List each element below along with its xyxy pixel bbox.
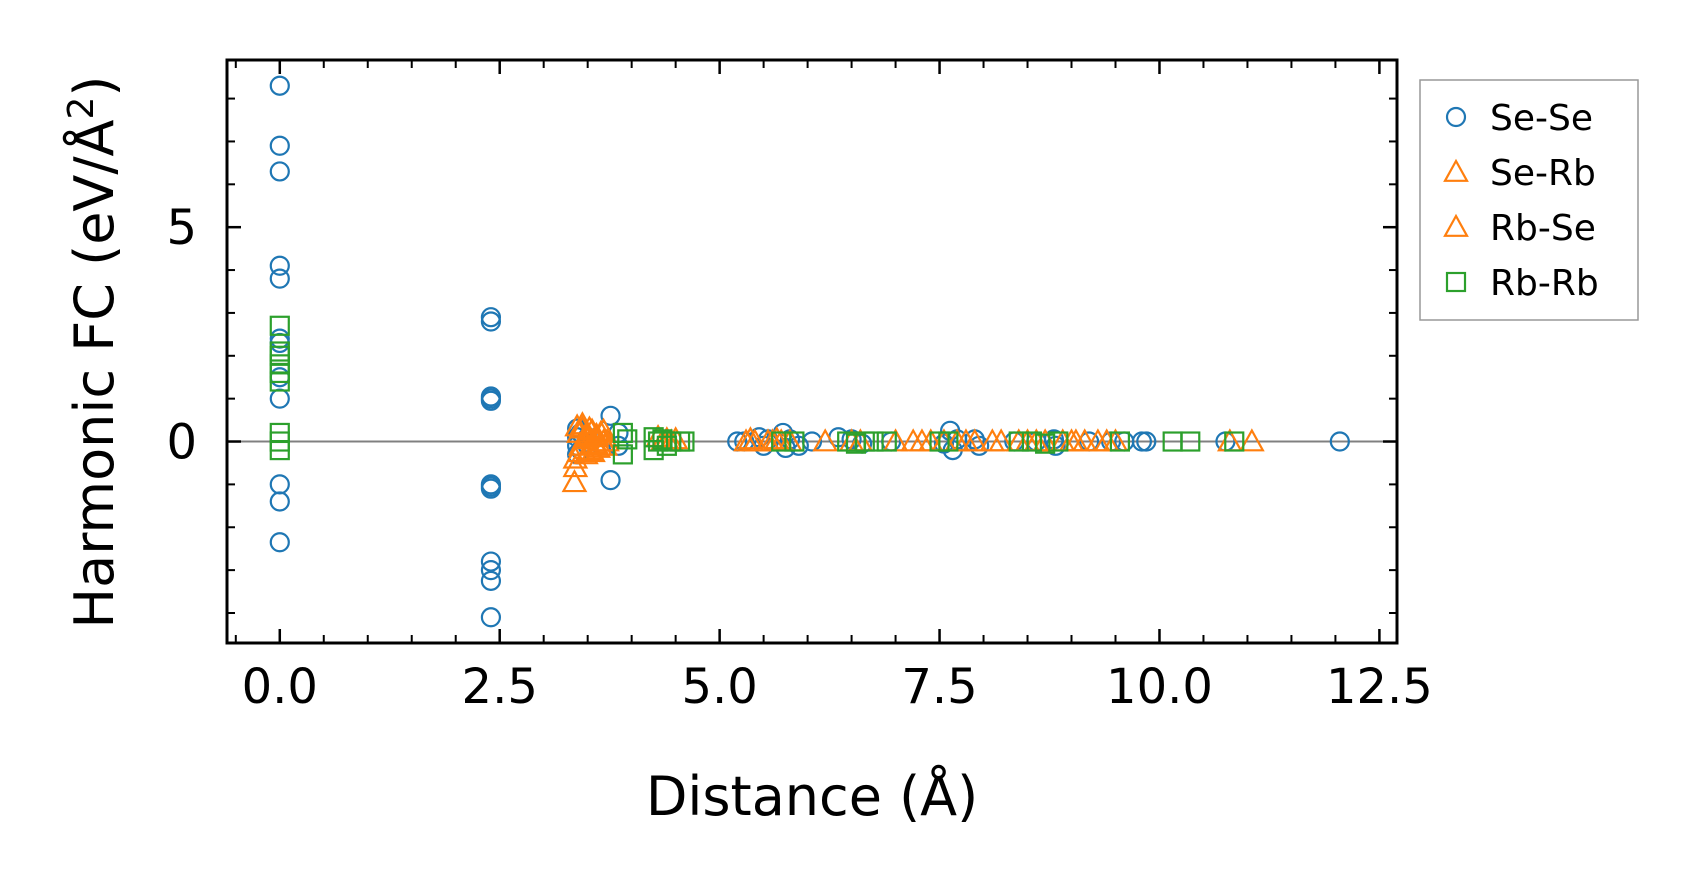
- data-point: [863, 431, 884, 452]
- data-point: [566, 438, 592, 463]
- data-point: [674, 431, 695, 452]
- x-tick-label: 12.5: [1326, 659, 1433, 715]
- data-point: [876, 431, 897, 452]
- data-point: [909, 428, 935, 452]
- data-point: [961, 428, 988, 452]
- data-point: [587, 432, 613, 456]
- y-tick-label: 5: [166, 200, 197, 256]
- data-point: [480, 311, 502, 332]
- data-point: [812, 428, 839, 452]
- x-tick-label: 0.0: [242, 659, 318, 715]
- axis-ticks: [227, 60, 1397, 643]
- legend-marker-se-se: [1445, 106, 1467, 128]
- x-tick-label: 5.0: [681, 659, 757, 715]
- data-point: [269, 268, 290, 289]
- y-axis-label: Harmonic FC (eV/Å2): [61, 76, 126, 629]
- legend: Se-Se Se-Rb Rb-Se Rb-Rb: [1419, 79, 1639, 321]
- legend-frame: [1419, 79, 1639, 321]
- data-point: [269, 491, 290, 512]
- data-point: [784, 431, 805, 452]
- data-point: [1035, 433, 1056, 454]
- data-point: [269, 328, 290, 349]
- data-point: [480, 551, 502, 572]
- legend-label-rb-se: Rb-Se: [1490, 208, 1596, 249]
- y-axis-label-main: Harmonic FC (eV/Å: [62, 119, 126, 628]
- data-point: [480, 607, 502, 628]
- data-point: [600, 470, 621, 491]
- data-point: [1109, 431, 1130, 452]
- series-se-rb: [561, 411, 1265, 493]
- data-point: [269, 367, 290, 388]
- data-point: [617, 429, 638, 450]
- legend-label-se-se: Se-Se: [1490, 98, 1593, 139]
- x-tick-label: 7.5: [901, 659, 977, 715]
- legend-marker-rb-rb: [1445, 271, 1467, 293]
- data-point: [480, 570, 502, 591]
- y-tick-label: 0: [166, 415, 197, 471]
- series-se-se: [269, 75, 1350, 628]
- data-point: [480, 560, 502, 581]
- data-point: [1021, 431, 1043, 452]
- x-tick-label: 10.0: [1106, 659, 1213, 715]
- data-point: [590, 417, 617, 441]
- data-point: [562, 453, 589, 478]
- legend-marker-se-rb: [1443, 158, 1469, 182]
- data-point: [269, 474, 290, 495]
- data-point: [480, 478, 502, 499]
- data-point: [269, 439, 290, 461]
- data-point: [583, 421, 610, 445]
- data-point: [1045, 435, 1066, 456]
- y-axis-label-sup: 2: [61, 97, 102, 120]
- data-point: [1224, 431, 1245, 452]
- data-point: [480, 307, 502, 328]
- data-point: [741, 428, 768, 452]
- data-point: [1058, 428, 1085, 452]
- data-point: [1238, 428, 1265, 452]
- data-point: [269, 388, 290, 409]
- data-point: [1008, 431, 1029, 452]
- data-point: [988, 428, 1015, 452]
- data-point: [1048, 431, 1069, 452]
- data-point: [612, 444, 633, 465]
- data-point: [269, 315, 290, 336]
- data-point: [594, 428, 620, 452]
- data-point: [269, 255, 290, 276]
- data-point: [1136, 431, 1157, 452]
- data-point: [269, 532, 290, 553]
- data-point: [1032, 428, 1058, 452]
- data-point: [269, 161, 290, 182]
- data-point: [269, 371, 290, 392]
- data-point: [269, 75, 290, 96]
- data-point: [612, 422, 633, 444]
- data-point: [561, 468, 588, 493]
- y-axis-label-close: ): [63, 76, 126, 97]
- data-point: [1093, 428, 1120, 452]
- series-rb-rb: [269, 315, 1245, 465]
- data-point: [737, 426, 764, 450]
- data-point: [938, 431, 959, 452]
- plot-frame: [225, 58, 1399, 645]
- data-point: [771, 431, 792, 452]
- data-points: [269, 75, 1350, 628]
- data-point: [1180, 431, 1201, 452]
- legend-label-se-rb: Se-Rb: [1490, 153, 1596, 194]
- x-axis-label: Distance (Å): [646, 764, 978, 828]
- data-point: [1329, 431, 1350, 452]
- legend-marker-rb-se: [1443, 213, 1469, 237]
- x-tick-label: 2.5: [462, 659, 538, 715]
- data-point: [564, 413, 590, 437]
- data-point: [1071, 428, 1098, 452]
- data-point: [480, 390, 502, 411]
- data-point: [600, 405, 621, 426]
- data-point: [269, 135, 290, 156]
- legend-label-rb-rb: Rb-Rb: [1490, 263, 1599, 304]
- tick-labels: 0.0 2.5 5.0 7.5 10.0 12.5 0 5: [166, 200, 1432, 715]
